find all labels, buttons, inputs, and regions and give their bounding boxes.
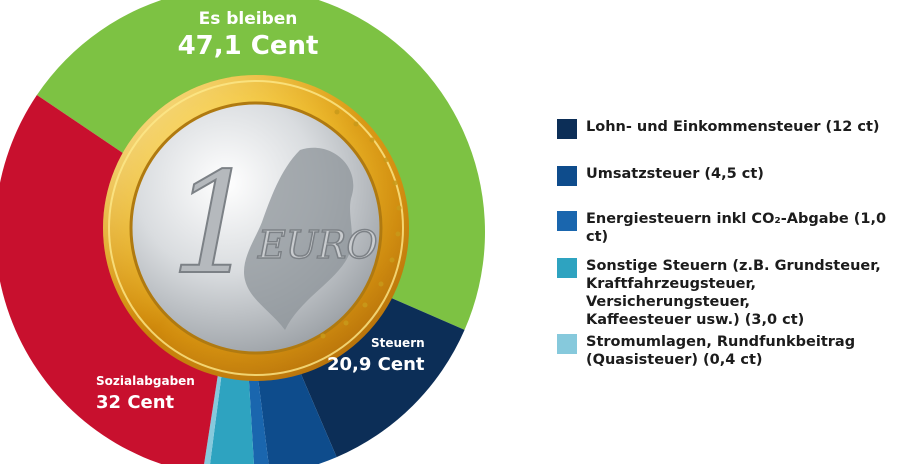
label-remaining-title: Es bleiben <box>199 9 298 29</box>
label-taxes-title: Steuern <box>371 336 425 350</box>
legend-label: Lohn- und Einkommensteuer (12 ct) <box>586 119 880 135</box>
legend-swatch <box>557 334 577 354</box>
label-remaining-value: 47,1 Cent <box>178 31 319 61</box>
label-remaining: Es bleiben 47,1 Cent <box>178 9 319 61</box>
legend-swatch <box>557 119 577 139</box>
legend-swatch <box>557 258 577 278</box>
legend-swatch <box>557 166 577 186</box>
label-taxes: Steuern 20,9 Cent <box>327 336 425 375</box>
label-social-title: Sozialabgaben <box>96 374 195 388</box>
legend-label: Stromumlagen, Rundfunkbeitrag (Quasisteu… <box>586 334 856 368</box>
legend-label: Umsatzsteuer (4,5 ct) <box>586 166 764 182</box>
label-social-value: 32 Cent <box>96 392 175 413</box>
euro-coin-icon: 1 EURO <box>103 75 409 381</box>
legend-label: Sonstige Steuern (z.B. Grundsteuer, Kraf… <box>586 258 881 328</box>
coin-numeral: 1 <box>170 143 259 306</box>
label-social: Sozialabgaben 32 Cent <box>96 374 195 413</box>
label-taxes-value: 20,9 Cent <box>327 354 425 375</box>
coin-word: EURO <box>257 223 378 267</box>
legend-label: Energiesteuern inkl CO₂-Abgabe (1,0 ct) <box>586 211 887 245</box>
legend-swatch <box>557 211 577 231</box>
donut-chart: 1 EURO Es bleiben 47,1 Cent Steuern 20,9… <box>0 0 485 464</box>
slice-energiesteuern-inkl-co-abgabe <box>240 232 269 464</box>
